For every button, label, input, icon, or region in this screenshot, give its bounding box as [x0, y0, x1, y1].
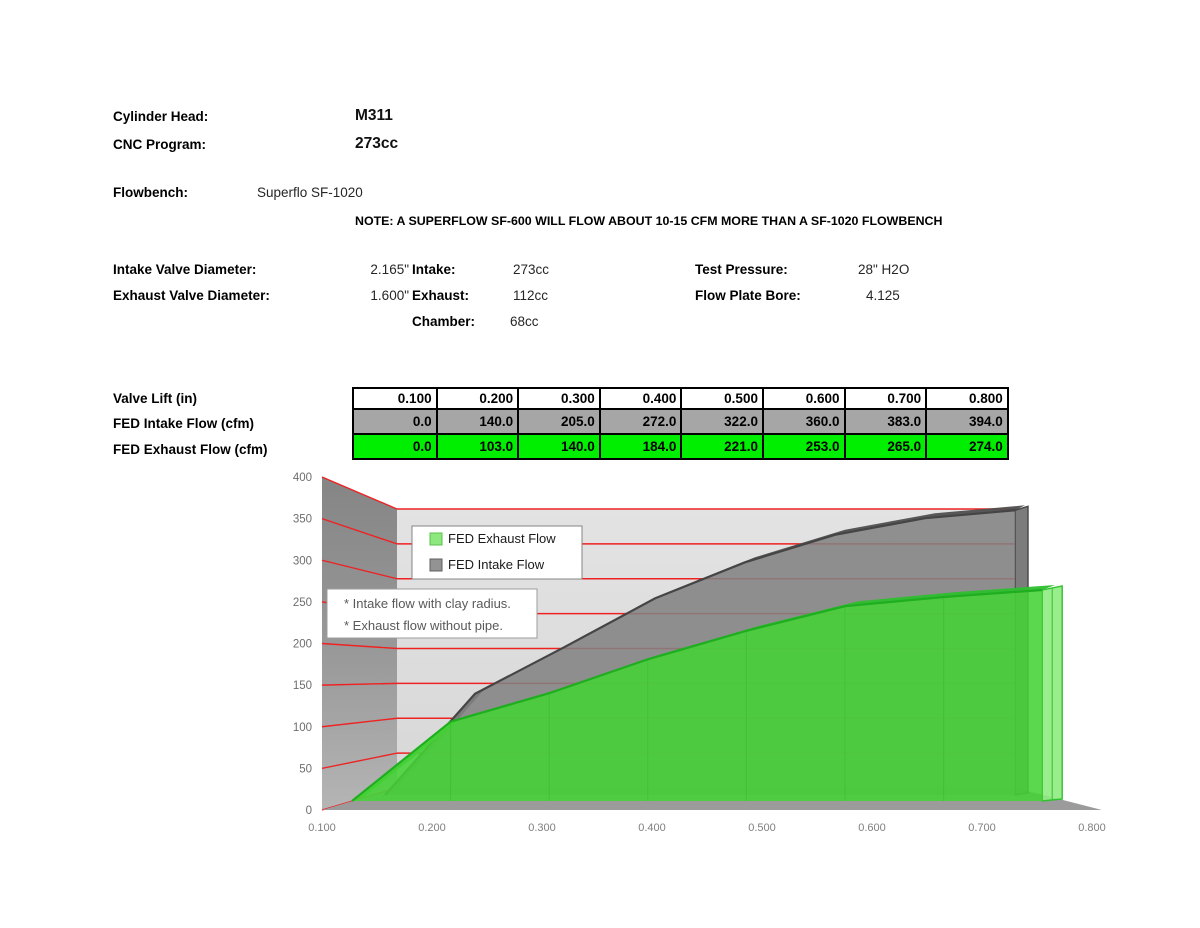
gridline	[321, 682, 398, 686]
flowbench-label: Flowbench:	[113, 185, 188, 200]
cylinder-head-label: Cylinder Head:	[113, 109, 209, 124]
gridline	[321, 717, 398, 728]
gridline	[321, 642, 398, 650]
y-axis-tick-label: 150	[293, 680, 312, 692]
test-pressure-value: 28" H2O	[858, 262, 910, 277]
gridline	[321, 752, 398, 770]
gridline	[321, 517, 398, 545]
x-axis-tick-label: 0.100	[308, 822, 336, 834]
valve-lift-row-label: Valve Lift (in)	[113, 391, 198, 406]
flow-plate-bore-label: Flow Plate Bore:	[695, 288, 801, 303]
y-axis-tick-label: 350	[293, 514, 312, 526]
intake-flow-row-label: FED Intake Flow (cfm)	[113, 416, 255, 431]
table-cell: 383.0	[843, 408, 926, 433]
annotation-line: * Intake flow with clay radius.	[344, 596, 511, 611]
table-cell: 221.0	[680, 433, 762, 458]
gridline	[321, 476, 398, 510]
table-cell: 360.0	[761, 408, 844, 433]
exhaust-flow-row-label: FED Exhaust Flow (cfm)	[113, 442, 268, 457]
table-cell: 103.0	[435, 433, 518, 458]
intake-cc-label: Intake:	[412, 262, 456, 277]
intake-cc-value: 273cc	[513, 262, 550, 277]
y-axis-tick-label: 400	[293, 472, 312, 484]
x-axis-tick-label: 0.800	[1078, 822, 1106, 834]
flowbench-note: NOTE: A SUPERFLOW SF-600 WILL FLOW ABOUT…	[355, 214, 943, 228]
x-axis-tick-label: 0.500	[748, 822, 776, 834]
legend-swatch	[429, 532, 443, 546]
table-cell: 394.0	[925, 408, 1007, 433]
legend-swatch	[429, 558, 443, 572]
table-cell: 0.0	[354, 408, 436, 433]
intake-valve-diameter-label: Intake Valve Diameter:	[113, 262, 257, 277]
table-cell: 0.200	[435, 389, 518, 408]
legend-label: FED Exhaust Flow	[448, 531, 556, 546]
table-cell: 140.0	[435, 408, 518, 433]
y-axis-tick-label: 300	[293, 555, 312, 567]
table-cell: 0.500	[680, 389, 762, 408]
table-cell: 0.400	[598, 389, 681, 408]
y-axis-tick-label: 200	[293, 639, 312, 651]
cnc-program-label: CNC Program:	[113, 137, 207, 152]
x-axis-tick-label: 0.700	[968, 822, 996, 834]
table-cell: 184.0	[598, 433, 681, 458]
x-axis-tick-label: 0.300	[528, 822, 556, 834]
table-cell: 140.0	[517, 433, 599, 458]
flow-data-table: 0.100 0.200 0.300 0.400 0.500 0.600 0.70…	[352, 387, 1009, 460]
exhaust-cc-value: 112cc	[513, 288, 549, 303]
x-axis-tick-label: 0.600	[858, 822, 886, 834]
table-cell: 274.0	[925, 433, 1007, 458]
intake-valve-diameter-value: 2.165"	[370, 262, 409, 277]
y-axis-tick-label: 250	[293, 597, 312, 609]
table-cell: 0.0	[354, 433, 436, 458]
table-cell: 0.800	[925, 389, 1007, 408]
chart-annotation: * Intake flow with clay radius. * Exhaust…	[326, 588, 538, 639]
cylinder-head-value: M311	[355, 107, 393, 124]
table-cell: 272.0	[598, 408, 681, 433]
x-axis-tick-label: 0.400	[638, 822, 666, 834]
annotation-line: * Exhaust flow without pipe.	[344, 618, 503, 633]
legend-label: FED Intake Flow	[448, 557, 545, 572]
chamber-cc-value: 68cc	[510, 314, 539, 329]
table-cell: 0.700	[843, 389, 926, 408]
table-cell: 0.300	[517, 389, 599, 408]
x-axis-tick-label: 0.200	[418, 822, 446, 834]
chamber-cc-label: Chamber:	[412, 314, 476, 329]
y-axis-tick-label: 50	[299, 763, 312, 775]
exhaust-valve-diameter-value: 1.600"	[370, 288, 409, 303]
table-cell: 253.0	[761, 433, 844, 458]
table-cell: 322.0	[680, 408, 762, 433]
exhaust-cc-label: Exhaust:	[412, 288, 470, 303]
table-cell: 0.600	[761, 389, 844, 408]
series-fed-exhaust-flow	[351, 585, 1063, 802]
gridline	[321, 559, 398, 580]
exhaust-valve-diameter-label: Exhaust Valve Diameter:	[113, 288, 270, 303]
chart-side-wall	[322, 477, 397, 810]
test-pressure-label: Test Pressure:	[695, 262, 788, 277]
y-axis-tick-label: 100	[293, 722, 312, 734]
chart-legend: FED Exhaust Flow FED Intake Flow	[411, 525, 583, 580]
table-cell: 0.100	[354, 389, 436, 408]
flowbench-value: Superflo SF-1020	[257, 185, 363, 200]
y-axis-tick-label: 0	[306, 805, 312, 817]
flow-plate-bore-value: 4.125	[866, 288, 900, 303]
table-cell: 265.0	[843, 433, 926, 458]
cnc-program-value: 273cc	[355, 135, 399, 152]
table-cell: 205.0	[517, 408, 599, 433]
